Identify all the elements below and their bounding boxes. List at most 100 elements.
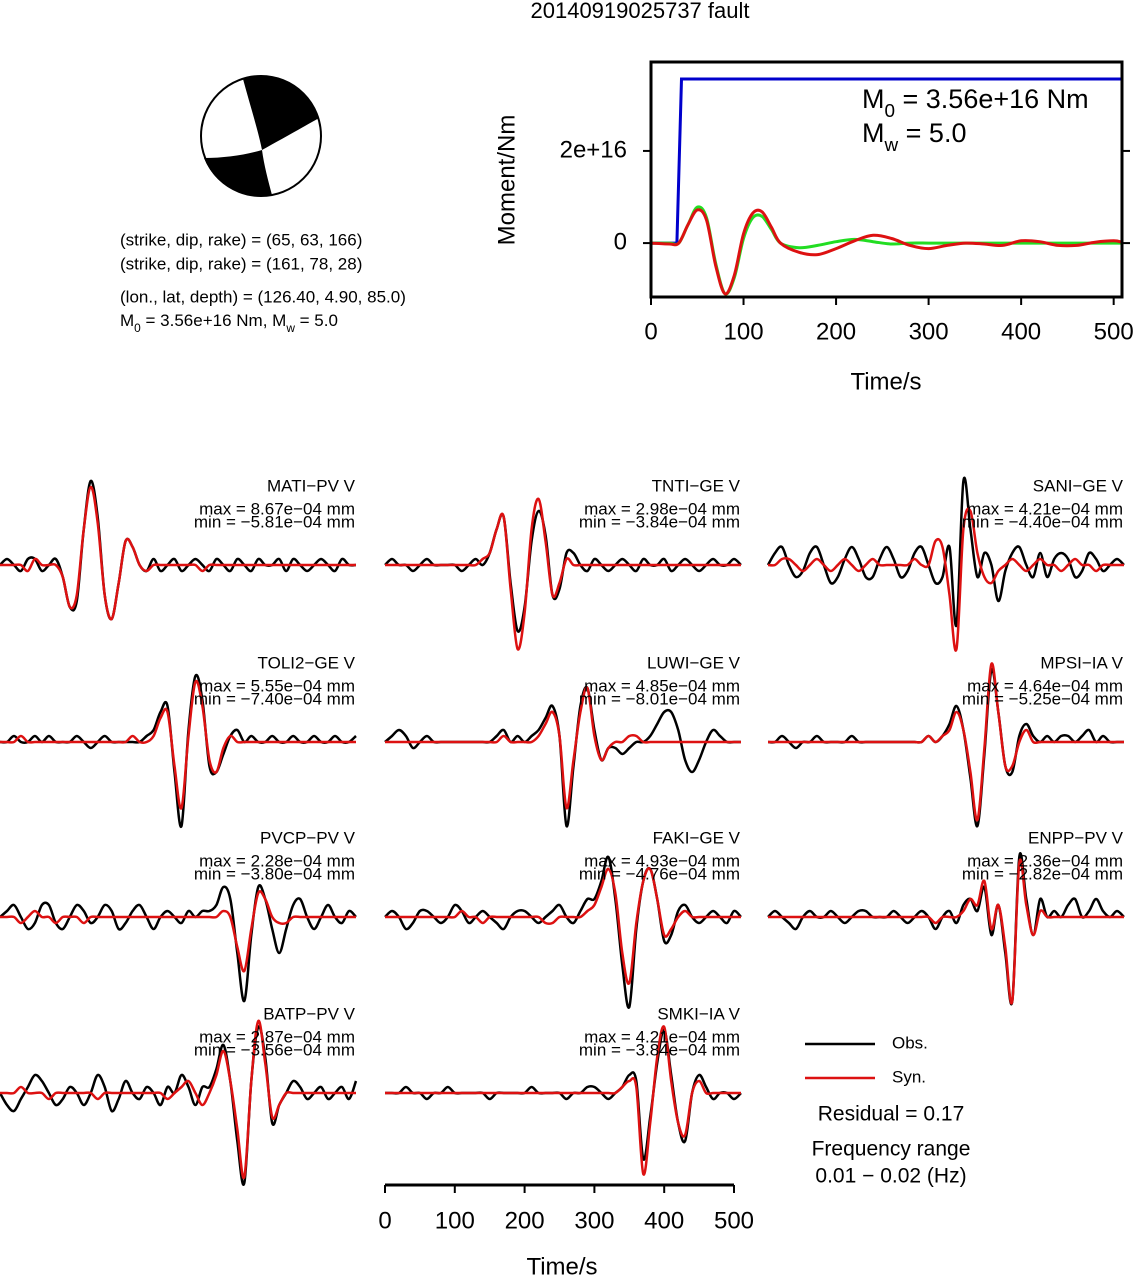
x-tick-label: 100 bbox=[435, 1207, 475, 1234]
subscript: w bbox=[884, 135, 899, 156]
station-min: min = −4.40e−04 mm bbox=[962, 512, 1123, 531]
subscript: w bbox=[285, 321, 295, 335]
y-axis-label: Moment/Nm bbox=[493, 115, 520, 246]
station-max: max = 5.55e−04 mm bbox=[199, 676, 355, 695]
text-part: = 5.0 bbox=[898, 118, 966, 148]
synthetic-trace bbox=[767, 507, 1124, 652]
x-tick-label: 200 bbox=[505, 1207, 545, 1234]
legend-label: Syn. bbox=[892, 1067, 926, 1086]
station-name: FAKI−GE V bbox=[653, 828, 741, 847]
x-tick-label: 0 bbox=[378, 1207, 391, 1234]
x-tick-label: 300 bbox=[909, 318, 949, 345]
text-part: M bbox=[862, 118, 885, 148]
observed-trace bbox=[385, 1028, 742, 1161]
station-name: PVCP−PV V bbox=[260, 828, 356, 847]
synthetic-trace bbox=[384, 497, 741, 651]
subscript: 0 bbox=[885, 101, 896, 122]
text-part: = 5.0 bbox=[295, 311, 338, 330]
synthetic-trace bbox=[767, 662, 1124, 822]
station-name: SMKI−IA V bbox=[657, 1004, 740, 1023]
beachball-quadrant bbox=[243, 75, 319, 150]
station-min: min = −2.82e−04 mm bbox=[962, 864, 1123, 883]
text-part: M bbox=[120, 311, 134, 330]
focal-line: (strike, dip, rake) = (65, 63, 166) bbox=[120, 230, 362, 249]
station-min: min = −5.25e−04 mm bbox=[962, 689, 1123, 708]
note: Frequency range bbox=[812, 1138, 971, 1161]
beachball bbox=[200, 75, 322, 197]
station-name: LUWI−GE V bbox=[647, 653, 741, 672]
plot-frame bbox=[649, 60, 1124, 299]
legend-label: Obs. bbox=[892, 1033, 928, 1052]
station-name: ENPP−PV V bbox=[1028, 828, 1124, 847]
x-tick-label: 500 bbox=[714, 1207, 754, 1234]
station-max: max = 4.64e−04 mm bbox=[967, 676, 1123, 695]
synthetic-trace bbox=[0, 485, 356, 621]
text-part: = 3.56e+16 Nm, M bbox=[141, 311, 287, 330]
observed-trace bbox=[384, 855, 742, 1009]
beachball-quadrant bbox=[204, 150, 272, 197]
x-tick-label: 200 bbox=[816, 318, 856, 345]
station-min: min = −3.56e−04 mm bbox=[194, 1040, 355, 1059]
station-max: max = 4.85e−04 mm bbox=[584, 676, 740, 695]
annotation: Mw = 5.0 bbox=[862, 118, 966, 155]
y-tick-label: 2e+16 bbox=[560, 136, 627, 163]
station-max: max = 4.21e−04 mm bbox=[584, 1027, 740, 1046]
subscript: 0 bbox=[134, 321, 141, 335]
text-part: = 3.56e+16 Nm bbox=[895, 84, 1089, 114]
station-name: TOLI2−GE V bbox=[258, 653, 356, 672]
station-min: min = −3.84e−04 mm bbox=[579, 1040, 740, 1059]
station-max: max = 2.87e−04 mm bbox=[199, 1027, 355, 1046]
observed-trace bbox=[0, 479, 357, 621]
observed-trace bbox=[766, 476, 1125, 628]
station-min: min = −7.40e−04 mm bbox=[194, 689, 355, 708]
station-name: SANI−GE V bbox=[1033, 476, 1124, 495]
figure-title: 20140919025737 fault bbox=[531, 0, 750, 23]
station-name: TNTI−GE V bbox=[652, 476, 741, 495]
note: 0.01 − 0.02 (Hz) bbox=[815, 1165, 966, 1188]
y-tick-label: 0 bbox=[614, 228, 627, 255]
station-min: min = −5.81e−04 mm bbox=[194, 512, 355, 531]
synthetic-trace bbox=[0, 890, 356, 973]
station-min: min = −3.84e−04 mm bbox=[579, 512, 740, 531]
station-max: max = 8.67e−04 mm bbox=[199, 499, 355, 518]
station-name: MATI−PV V bbox=[267, 476, 356, 495]
synthetic-trace bbox=[0, 1019, 356, 1180]
x-tick-label: 300 bbox=[574, 1207, 614, 1234]
text-part: M bbox=[862, 84, 885, 114]
observed-trace bbox=[767, 852, 1125, 1006]
x-tick-label: 400 bbox=[644, 1207, 684, 1234]
x-tick-label: 100 bbox=[724, 318, 764, 345]
x-tick-label: 400 bbox=[1001, 318, 1041, 345]
x-axis-label: Time/s bbox=[526, 1253, 597, 1280]
annotation: M0 = 3.56e+16 Nm bbox=[862, 84, 1089, 121]
synthetic-trace bbox=[384, 686, 741, 810]
synthetic-trace bbox=[385, 1025, 741, 1176]
synthetic-trace bbox=[768, 858, 1124, 1005]
note: Residual = 0.17 bbox=[818, 1103, 965, 1126]
station-max: max = 4.93e−04 mm bbox=[584, 851, 740, 870]
observed-trace bbox=[0, 884, 357, 1003]
moment-curve bbox=[651, 208, 1122, 296]
observed-trace bbox=[0, 1025, 358, 1187]
station-max: max = 4.21e−04 mm bbox=[967, 499, 1123, 518]
synthetic-trace bbox=[385, 867, 741, 986]
station-min: min = −4.76e−04 mm bbox=[579, 864, 740, 883]
station-min: min = −8.01e−04 mm bbox=[579, 689, 740, 708]
station-max: max = 2.28e−04 mm bbox=[199, 851, 355, 870]
x-tick-label: 0 bbox=[644, 318, 657, 345]
x-axis-label: Time/s bbox=[850, 368, 921, 395]
focal-info: (strike, dip, rake) = (65, 63, 166) (str… bbox=[120, 230, 406, 335]
focal-line: (strike, dip, rake) = (161, 78, 28) bbox=[120, 254, 362, 273]
station-name: BATP−PV V bbox=[263, 1004, 355, 1023]
synthetic-trace bbox=[0, 679, 356, 810]
moment-line: M0 = 3.56e+16 Nm, Mw = 5.0 bbox=[120, 311, 338, 335]
station-min: min = −3.80e−04 mm bbox=[194, 864, 355, 883]
focal-line: (lon., lat, depth) = (126.40, 4.90, 85.0… bbox=[120, 287, 406, 306]
x-tick-label: 500 bbox=[1094, 318, 1134, 345]
station-max: max = 2.98e−04 mm bbox=[584, 499, 740, 518]
station-name: MPSI−IA V bbox=[1040, 653, 1123, 672]
station-max: max = 2.36e−04 mm bbox=[967, 851, 1123, 870]
